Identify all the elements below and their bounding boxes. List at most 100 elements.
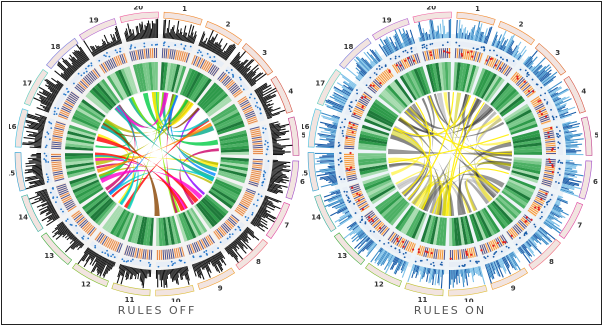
chromosome-label-4: 4: [288, 87, 293, 95]
ideogram-segment-13: [40, 232, 73, 265]
link: [115, 92, 169, 128]
chromosome-label-7: 7: [284, 222, 289, 230]
chromosome-label-7: 7: [577, 222, 582, 230]
chromosome-label-18: 18: [51, 43, 61, 51]
ideogram-segment-14: [314, 194, 337, 233]
circos-plot-rules-off: 1234567891011121314151617181920: [9, 6, 305, 302]
ideogram-segment-5: [580, 116, 593, 156]
ideogram-segment-4: [270, 75, 293, 114]
link: [116, 105, 139, 205]
link: [436, 92, 493, 203]
link: [151, 92, 194, 127]
ideogram-segment-6: [578, 160, 593, 200]
ideogram-segment-8: [235, 238, 268, 271]
chromosome-label-5: 5: [301, 132, 305, 140]
ideogram-segment-20: [119, 11, 159, 24]
green-heatmap-track: [358, 62, 542, 246]
chromosome-label-14: 14: [18, 214, 28, 222]
ideogram-segment-19: [371, 18, 410, 41]
link: [179, 107, 206, 196]
link: [398, 117, 505, 138]
ideogram-segment-12: [71, 262, 109, 288]
chromosome-label-10: 10: [464, 297, 474, 302]
ideogram-segment-3: [534, 43, 567, 76]
link: [96, 122, 213, 173]
ideogram-segment-5: [287, 116, 300, 156]
ideogram-segment-18: [46, 37, 79, 70]
orange-band-track: [344, 48, 556, 260]
ideogram-segment-17: [23, 68, 49, 106]
ideogram-segment-9: [197, 267, 236, 290]
chromosome-label-15: 15: [302, 169, 308, 177]
chromosome-label-3: 3: [262, 49, 267, 57]
link: [474, 117, 502, 197]
chromosome-label-19: 19: [382, 17, 392, 25]
circos-panel-rules-off: 1234567891011121314151617181920: [9, 6, 305, 302]
ideogram-segment-4: [563, 75, 586, 114]
link-ribbons: [388, 92, 513, 216]
chromosome-label-19: 19: [89, 17, 99, 25]
ideogram-segment-16: [14, 108, 29, 148]
blue-scatter-track: [43, 41, 270, 268]
ideogram-segment-1: [456, 11, 496, 26]
chromosome-label-17: 17: [315, 79, 325, 87]
chromosome-label-13: 13: [337, 252, 347, 260]
link: [128, 96, 215, 138]
chromosome-label-14: 14: [311, 214, 321, 222]
ideogram-segment-14: [21, 194, 44, 233]
link: [95, 157, 187, 210]
chromosome-label-20: 20: [133, 6, 143, 12]
link: [475, 110, 512, 157]
chromosome-label-18: 18: [344, 43, 354, 51]
link: [117, 99, 189, 129]
green-heatmap-track: [65, 62, 249, 246]
chromosome-label-17: 17: [22, 79, 32, 87]
chromosome-label-12: 12: [81, 280, 91, 288]
chromosome-label-11: 11: [418, 296, 428, 302]
chromosome-label-11: 11: [125, 296, 135, 302]
ideogram-segment-12: [364, 262, 402, 288]
ideogram-segment-17: [316, 68, 342, 106]
ideogram-segment-7: [265, 202, 291, 240]
ideogram-segment-1: [163, 11, 203, 26]
chromosome-label-1: 1: [475, 6, 480, 13]
caption-rules-on: RULES ON: [413, 304, 487, 317]
ideogram-segment-2: [498, 20, 536, 46]
ideogram-segment-10: [155, 284, 195, 297]
chromosome-label-6: 6: [300, 178, 305, 186]
caption-rules-off: RULES OFF: [117, 304, 197, 317]
chromosome-label-3: 3: [555, 49, 560, 57]
chromosome-label-9: 9: [511, 284, 516, 292]
ideogram-segment-19: [78, 18, 117, 41]
circos-plot-rules-on: 1234567891011121314151617181920: [302, 6, 598, 302]
chromosome-label-2: 2: [226, 21, 231, 29]
ideogram-segment-13: [333, 232, 366, 265]
link: [96, 136, 199, 204]
chromosome-label-4: 4: [581, 87, 586, 95]
chromosome-label-8: 8: [256, 258, 261, 266]
link: [447, 92, 468, 124]
chromosome-label-16: 16: [302, 123, 310, 131]
link: [397, 106, 493, 135]
ideogram-segment-11: [404, 282, 444, 297]
link: [104, 98, 189, 134]
chromosome-label-15: 15: [9, 169, 15, 177]
ideogram-segment-15: [307, 152, 320, 192]
ideogram-segment-16: [307, 108, 322, 148]
link-ribbons: [95, 92, 219, 216]
ideogram-segment-9: [490, 267, 529, 290]
ideogram-segment-7: [558, 202, 584, 240]
chromosome-label-1: 1: [182, 6, 187, 13]
ideogram-ring: 1234567891011121314151617181920: [9, 6, 305, 302]
orange-band-track: [51, 48, 263, 260]
ideogram-segment-15: [14, 152, 27, 192]
blue-scatter-track: [337, 41, 564, 268]
ideogram-segment-3: [241, 43, 274, 76]
chromosome-label-9: 9: [218, 284, 223, 292]
chromosome-label-13: 13: [44, 252, 54, 260]
chromosome-label-16: 16: [9, 123, 17, 131]
chromosome-label-20: 20: [426, 6, 436, 12]
chromosome-label-8: 8: [549, 258, 554, 266]
ideogram-segment-11: [111, 282, 151, 297]
